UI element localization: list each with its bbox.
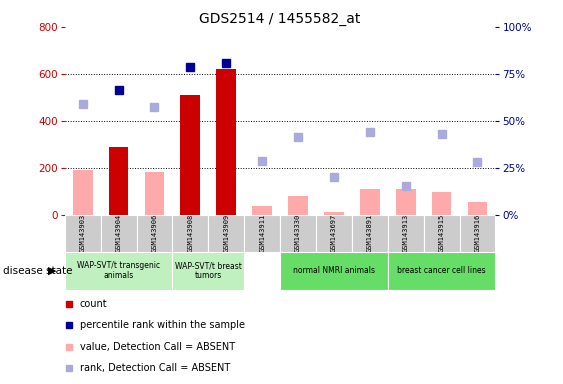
- Text: GSM143913: GSM143913: [403, 214, 409, 252]
- Bar: [216, 69, 236, 215]
- Bar: [280, 215, 316, 252]
- Bar: [244, 215, 280, 252]
- Text: breast cancer cell lines: breast cancer cell lines: [397, 266, 486, 275]
- Bar: [324, 212, 344, 215]
- Text: GSM143891: GSM143891: [367, 214, 373, 252]
- Text: GSM143909: GSM143909: [224, 214, 229, 252]
- Bar: [288, 196, 308, 215]
- Bar: [352, 215, 388, 252]
- Bar: [424, 215, 459, 252]
- Text: GSM143903: GSM143903: [80, 214, 86, 252]
- Bar: [244, 252, 280, 290]
- Bar: [396, 189, 415, 215]
- Text: percentile rank within the sample: percentile rank within the sample: [80, 320, 245, 331]
- Bar: [208, 215, 244, 252]
- Bar: [65, 215, 101, 252]
- Bar: [172, 252, 244, 290]
- Bar: [172, 215, 208, 252]
- Bar: [388, 215, 424, 252]
- Bar: [137, 215, 172, 252]
- Bar: [65, 252, 172, 290]
- Text: GSM143904: GSM143904: [115, 214, 122, 252]
- Text: WAP-SVT/t transgenic
animals: WAP-SVT/t transgenic animals: [77, 261, 160, 280]
- Bar: [181, 95, 200, 215]
- Text: disease state: disease state: [3, 266, 72, 276]
- Title: GDS2514 / 1455582_at: GDS2514 / 1455582_at: [199, 12, 361, 26]
- Text: ▶: ▶: [48, 266, 56, 276]
- Bar: [459, 215, 495, 252]
- Bar: [280, 252, 388, 290]
- Bar: [468, 202, 488, 215]
- Text: GSM143908: GSM143908: [187, 214, 193, 252]
- Bar: [388, 252, 495, 290]
- Bar: [73, 170, 92, 215]
- Bar: [101, 215, 137, 252]
- Text: GSM143906: GSM143906: [151, 214, 158, 252]
- Text: count: count: [80, 299, 108, 310]
- Text: value, Detection Call = ABSENT: value, Detection Call = ABSENT: [80, 341, 235, 352]
- Text: GSM143911: GSM143911: [259, 214, 265, 252]
- Bar: [432, 192, 452, 215]
- Text: GSM143915: GSM143915: [439, 214, 445, 252]
- Text: GSM143697: GSM143697: [331, 214, 337, 252]
- Text: GSM143916: GSM143916: [475, 214, 480, 252]
- Text: rank, Detection Call = ABSENT: rank, Detection Call = ABSENT: [80, 362, 230, 373]
- Bar: [109, 147, 128, 215]
- Bar: [360, 189, 379, 215]
- Bar: [145, 172, 164, 215]
- Bar: [252, 206, 272, 215]
- Text: GSM143330: GSM143330: [295, 214, 301, 252]
- Bar: [316, 215, 352, 252]
- Text: WAP-SVT/t breast
tumors: WAP-SVT/t breast tumors: [175, 261, 242, 280]
- Text: normal NMRI animals: normal NMRI animals: [293, 266, 375, 275]
